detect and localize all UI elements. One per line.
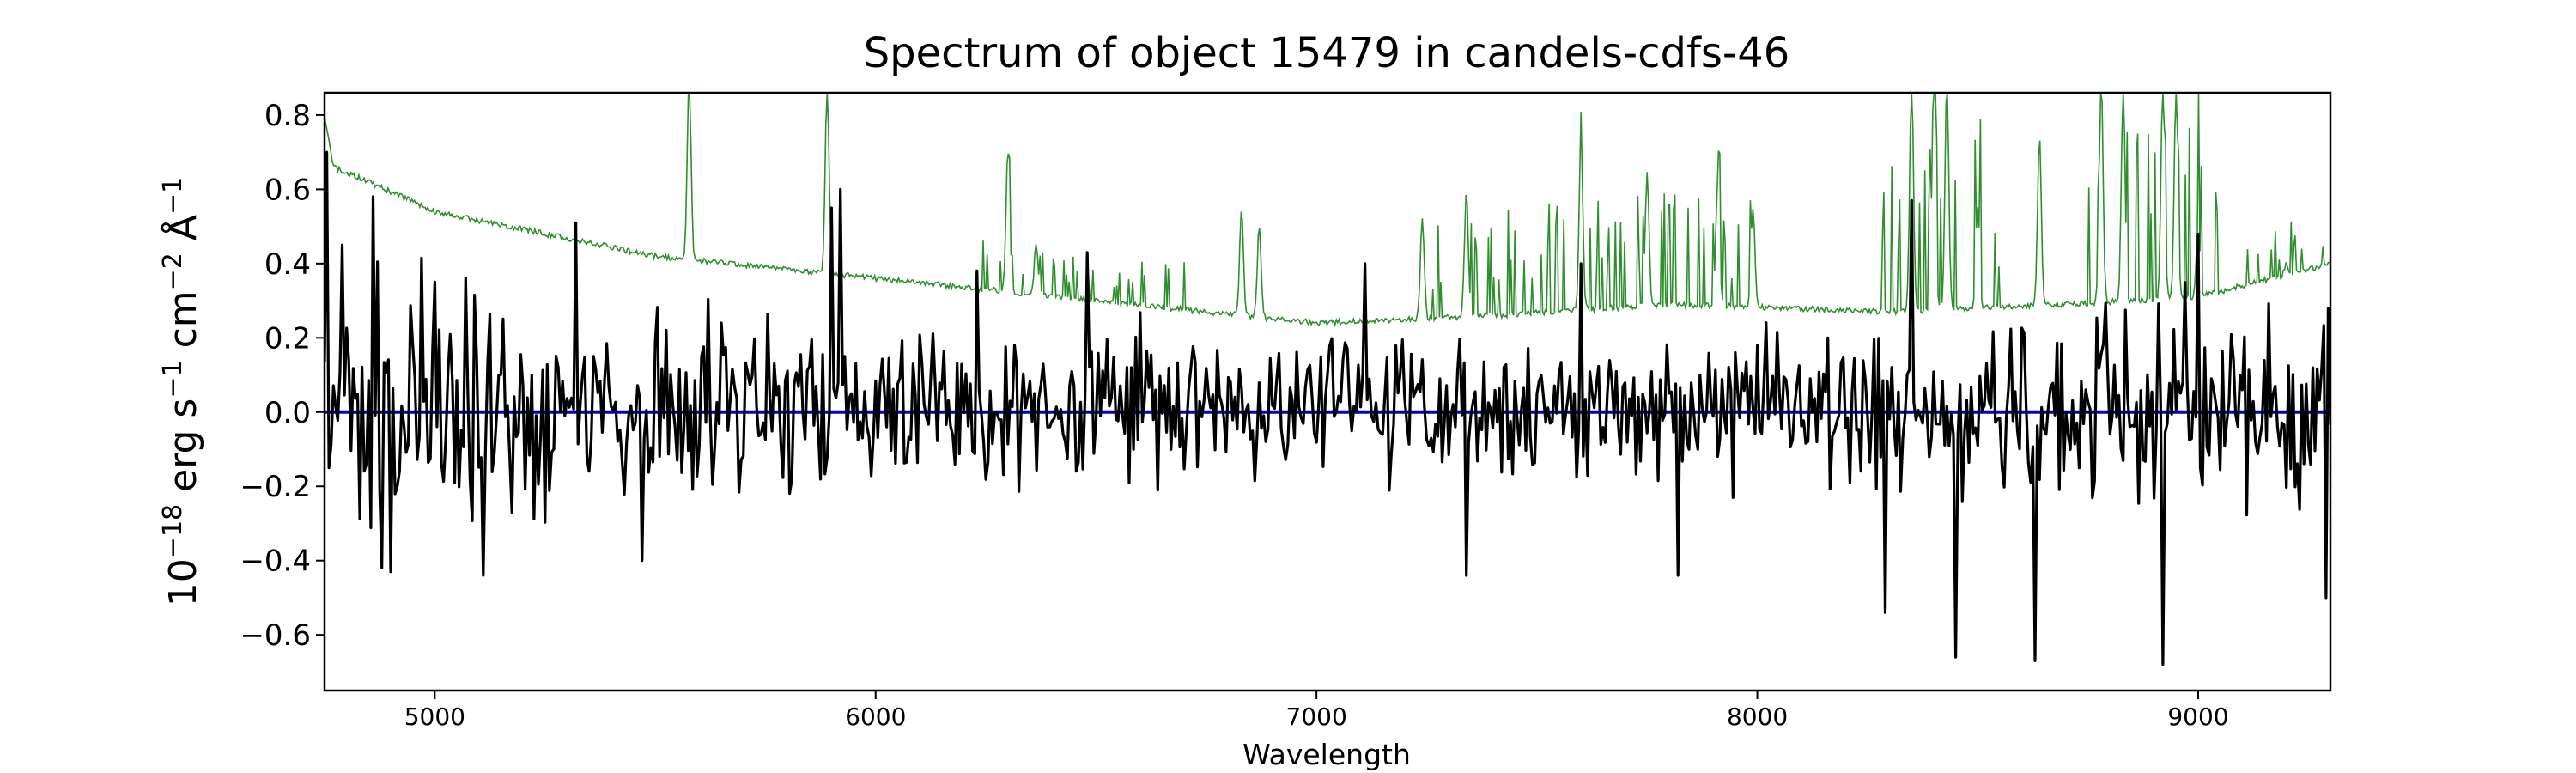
x-tick-label: 7000	[1286, 703, 1347, 731]
y-axis: −0.6 −0.4 −0.2 0.0 0.2 0.4 0.6 0.8	[240, 99, 325, 653]
plot-frame	[323, 91, 2332, 692]
y-tick-label: −0.4	[240, 545, 311, 579]
y-axis-label: 10−18 erg s−1 cm−2 Å−1	[158, 177, 206, 606]
y-tick-label: 0.8	[264, 99, 311, 133]
y-tick-label: −0.6	[240, 618, 311, 653]
y-tick-label: 0.0	[264, 396, 311, 430]
y-tick-label: −0.2	[240, 470, 311, 504]
x-tick-label: 9000	[2167, 703, 2228, 731]
x-axis-label: Wavelength	[1242, 738, 1411, 771]
x-tick-label: 8000	[1727, 703, 1788, 731]
y-tick-label: 0.2	[264, 321, 311, 356]
error-spectrum-line	[325, 93, 2330, 328]
flux-spectrum-line	[325, 150, 2330, 666]
chart-title: Spectrum of object 15479 in candels-cdfs…	[864, 29, 1790, 77]
x-axis: 5000 6000 7000 8000 9000	[404, 691, 2229, 731]
y-tick-label: 0.4	[264, 247, 311, 282]
plot-area	[325, 93, 2330, 666]
x-tick-label: 6000	[845, 703, 906, 731]
y-tick-label: 0.6	[264, 173, 311, 207]
x-tick-label: 5000	[404, 703, 465, 731]
